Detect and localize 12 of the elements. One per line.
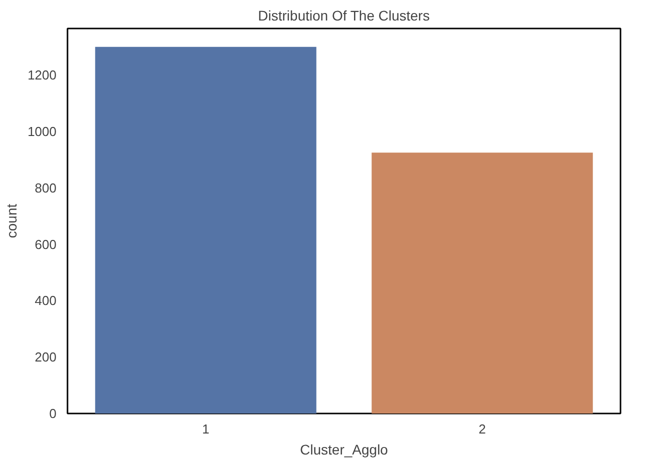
y-tick-label: 200 xyxy=(34,350,57,365)
x-axis-title: Cluster_Agglo xyxy=(300,442,388,458)
y-axis-title: count xyxy=(4,204,20,238)
chart-title: Distribution Of The Clusters xyxy=(258,8,430,24)
x-tick-label: 2 xyxy=(478,422,486,436)
y-tick-label: 800 xyxy=(34,180,57,196)
y-tick-label: 400 xyxy=(34,293,57,308)
y-tick-label: 600 xyxy=(34,236,57,252)
y-tick-label: 1200 xyxy=(28,68,56,83)
x-tick-label: 1 xyxy=(202,422,210,436)
y-tick-label: 1000 xyxy=(28,124,56,139)
y-tick-label: 0 xyxy=(49,406,57,421)
